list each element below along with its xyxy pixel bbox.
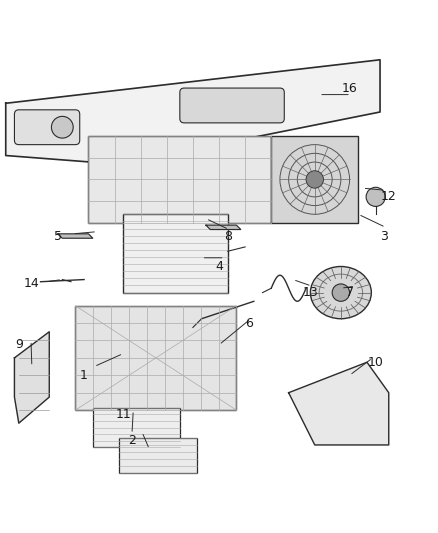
Polygon shape bbox=[14, 332, 49, 423]
Text: 2: 2 bbox=[128, 434, 136, 447]
Polygon shape bbox=[58, 234, 93, 238]
Circle shape bbox=[332, 284, 350, 301]
Polygon shape bbox=[206, 225, 241, 230]
FancyBboxPatch shape bbox=[75, 305, 237, 410]
Text: 6: 6 bbox=[246, 317, 254, 329]
Circle shape bbox=[306, 171, 323, 188]
Text: 14: 14 bbox=[24, 277, 40, 290]
Circle shape bbox=[51, 116, 73, 138]
Text: 5: 5 bbox=[54, 230, 62, 243]
FancyBboxPatch shape bbox=[88, 136, 271, 223]
FancyBboxPatch shape bbox=[93, 408, 180, 447]
Polygon shape bbox=[119, 454, 197, 462]
FancyBboxPatch shape bbox=[271, 136, 358, 223]
Text: 1: 1 bbox=[80, 369, 88, 382]
Text: 7: 7 bbox=[346, 286, 353, 299]
FancyBboxPatch shape bbox=[123, 214, 228, 293]
Text: 10: 10 bbox=[368, 356, 384, 369]
FancyBboxPatch shape bbox=[14, 110, 80, 144]
Text: 16: 16 bbox=[342, 82, 357, 94]
Text: 9: 9 bbox=[15, 338, 23, 351]
Text: 8: 8 bbox=[224, 230, 232, 243]
Circle shape bbox=[366, 187, 385, 206]
Text: 4: 4 bbox=[215, 260, 223, 273]
Polygon shape bbox=[6, 60, 380, 164]
FancyBboxPatch shape bbox=[180, 88, 284, 123]
Text: 3: 3 bbox=[381, 230, 389, 243]
FancyBboxPatch shape bbox=[119, 439, 197, 473]
Polygon shape bbox=[289, 362, 389, 445]
Text: 12: 12 bbox=[381, 190, 397, 204]
Text: 13: 13 bbox=[303, 286, 318, 299]
Ellipse shape bbox=[311, 266, 371, 319]
Text: 11: 11 bbox=[115, 408, 131, 421]
